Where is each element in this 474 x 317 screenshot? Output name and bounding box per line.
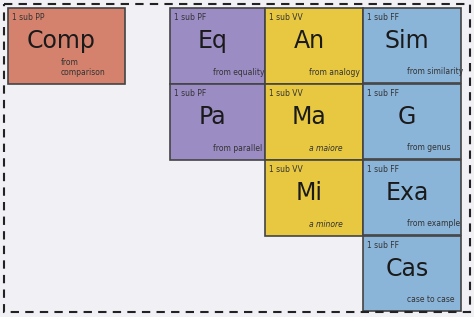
Text: a minore: a minore [309,220,343,229]
Bar [170,8,265,84]
Bar [363,8,461,83]
Text: from genus: from genus [407,143,451,152]
Bar [363,160,461,235]
Text: 1 sub PF: 1 sub PF [174,13,206,22]
Text: Sim: Sim [385,29,429,53]
Text: a maiore: a maiore [309,144,343,153]
Text: Ma: Ma [292,106,327,129]
Bar [265,84,363,160]
Bar [170,84,265,160]
Text: An: An [293,29,325,54]
Text: 1 sub FF: 1 sub FF [367,165,399,174]
Text: from similarity: from similarity [407,67,464,76]
Text: from example: from example [407,219,460,228]
Bar [363,84,461,159]
Text: 1 sub FF: 1 sub FF [367,89,399,98]
Bar [8,8,125,84]
Text: 1 sub VV: 1 sub VV [269,13,303,22]
Text: 1 sub VV: 1 sub VV [269,165,303,174]
Text: Exa: Exa [385,181,429,205]
Text: 1 sub PP: 1 sub PP [12,13,45,22]
Text: Eq: Eq [198,29,228,54]
Text: Cas: Cas [385,257,428,281]
Text: 1 sub VV: 1 sub VV [269,89,303,98]
Text: Mi: Mi [296,181,323,205]
Text: 1 sub FF: 1 sub FF [367,241,399,250]
Text: Pa: Pa [199,106,227,129]
Text: from equality: from equality [213,68,264,77]
Text: G: G [398,105,416,129]
Text: from
comparison: from comparison [61,58,105,77]
Bar [265,160,363,236]
Bar [363,236,461,311]
Text: 1 sub PF: 1 sub PF [174,89,206,98]
Text: from analogy: from analogy [309,68,360,77]
Text: Comp: Comp [26,29,95,54]
Text: 1 sub FF: 1 sub FF [367,13,399,22]
Text: case to case: case to case [407,295,455,304]
Text: from parallel: from parallel [213,144,262,153]
Bar [265,8,363,84]
